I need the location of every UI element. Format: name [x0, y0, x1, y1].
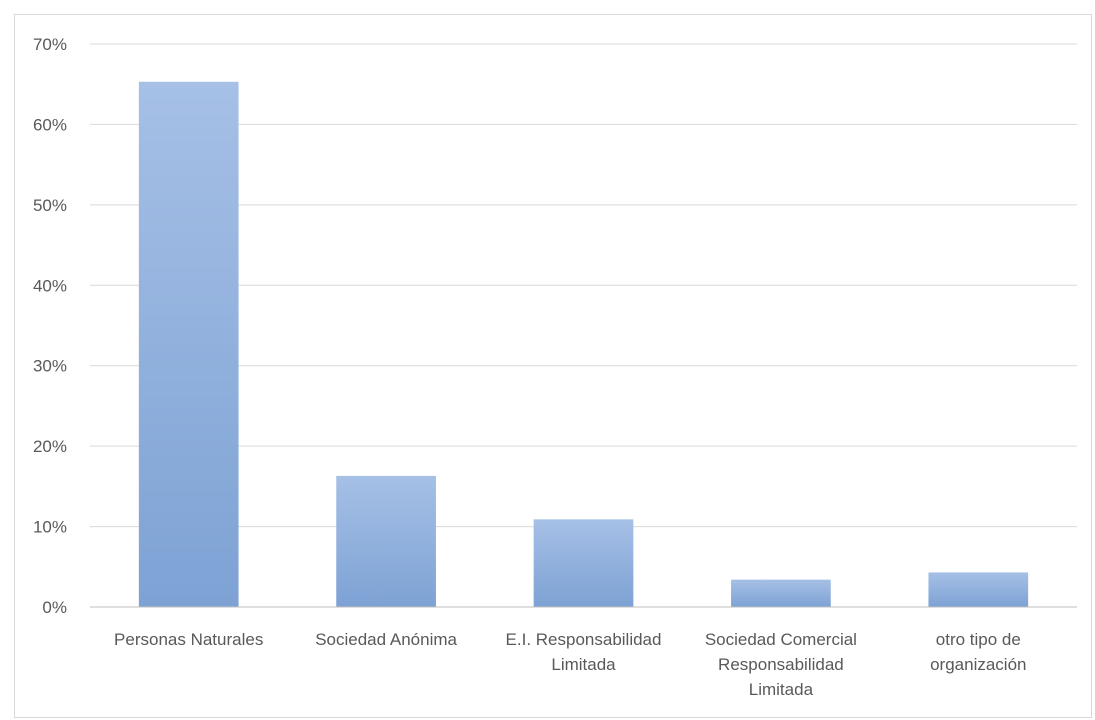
x-axis-labels: Personas Naturales Sociedad Anónima E.I. R… [114, 630, 1026, 699]
bar [138, 81, 239, 607]
bar [336, 475, 436, 607]
bar [928, 572, 1029, 607]
y-tick-label: 60% [33, 115, 67, 134]
y-tick-label: 0% [42, 598, 67, 617]
x-tick-label: Sociedad Comercial Responsabilidad Limitad… [705, 630, 857, 699]
y-tick-label: 40% [33, 276, 67, 295]
bar [533, 519, 634, 607]
bar [731, 579, 831, 607]
y-tick-label: 10% [33, 518, 67, 537]
y-tick-label: 20% [33, 437, 67, 456]
y-tick-label: 70% [33, 35, 67, 54]
x-tick-label: otro tipo de organización [930, 630, 1026, 674]
bars [138, 81, 1029, 607]
x-tick-label: Personas Naturales [114, 630, 263, 649]
x-tick-label: E.I. Responsabilidad Limitada [506, 630, 662, 674]
y-axis-ticks: 0% 10% 20% 30% 40% 50% 60% 70% [33, 35, 67, 617]
x-tick-label: Sociedad Anónima [315, 630, 457, 649]
y-tick-label: 50% [33, 196, 67, 215]
y-tick-label: 30% [33, 357, 67, 376]
gridlines [90, 43, 1077, 528]
